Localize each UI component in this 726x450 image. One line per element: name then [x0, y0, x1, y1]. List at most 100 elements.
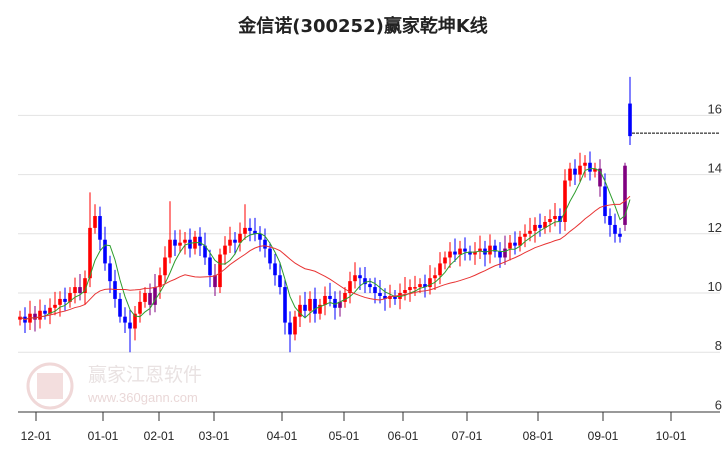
candle [523, 224, 527, 248]
candle-body [273, 263, 277, 276]
candle [308, 291, 312, 323]
x-tick-label: 07-01 [452, 429, 483, 443]
candle-body [623, 165, 627, 225]
candle [593, 162, 597, 178]
y-tick-label: 6 [715, 397, 722, 412]
candle-body [118, 298, 122, 317]
candle-body [503, 248, 507, 258]
candle-body [143, 293, 147, 302]
candle [153, 274, 157, 313]
candle-body [128, 322, 132, 329]
candle [388, 284, 392, 308]
candle-body [148, 293, 152, 305]
candle-body [108, 263, 112, 282]
candle-body [188, 239, 192, 249]
candle [343, 287, 347, 308]
candle [333, 291, 337, 320]
candle [263, 228, 267, 258]
candle-body [368, 284, 372, 288]
candle-body [548, 219, 552, 222]
candle [123, 307, 127, 333]
candle-body [43, 310, 47, 314]
candle [543, 216, 547, 234]
candle [503, 235, 507, 265]
candle [628, 76, 632, 145]
candle [473, 242, 477, 265]
candle-body [73, 287, 77, 293]
candle [83, 270, 87, 305]
candle [573, 159, 577, 185]
candle [198, 227, 202, 256]
candle-body [408, 287, 412, 291]
candle [203, 232, 207, 265]
candle-body [63, 298, 67, 302]
candle-body [563, 180, 567, 222]
candle [528, 217, 532, 242]
candle [508, 234, 512, 261]
candle [568, 162, 572, 187]
candle-body [508, 242, 512, 249]
candle [178, 229, 182, 254]
candle-body [458, 248, 462, 255]
candle [493, 239, 497, 258]
x-tick-label: 09-01 [588, 429, 619, 443]
x-tick-label: 08-01 [523, 429, 554, 443]
candle [133, 306, 137, 341]
candle-body [158, 275, 162, 288]
candle-body [378, 293, 382, 296]
seal-ring [26, 362, 74, 410]
candle [253, 217, 257, 242]
candle [293, 310, 297, 341]
candle [548, 209, 552, 233]
candle [583, 155, 587, 178]
candle-body [478, 248, 482, 252]
candle-body [208, 257, 212, 276]
candle-body [583, 162, 587, 166]
watermark-brand: 赢家江恩软件 [88, 364, 203, 386]
y-tick-label: 14 [708, 161, 722, 176]
candle-body [328, 295, 332, 299]
candle-body [568, 168, 572, 181]
candle [578, 152, 582, 182]
candle-body [48, 307, 52, 314]
candle [488, 234, 492, 264]
candle-body [388, 295, 392, 299]
candle-body [303, 304, 307, 311]
candle [238, 222, 242, 252]
candle-body [603, 186, 607, 217]
candle-body [38, 310, 42, 320]
candle [353, 262, 357, 289]
candle-body [263, 239, 267, 249]
candle [163, 246, 167, 285]
candle-body [243, 227, 247, 234]
candle-body [318, 304, 322, 314]
candle [78, 274, 82, 301]
candle-body [528, 230, 532, 234]
candle [278, 262, 282, 295]
candle [63, 287, 67, 311]
candle [318, 298, 322, 320]
candle-body [338, 301, 342, 308]
candle [348, 271, 352, 304]
x-tick-label: 10-01 [656, 429, 687, 443]
candle [468, 245, 472, 261]
candle-body [363, 278, 367, 285]
candle-body [473, 251, 477, 255]
candle [608, 208, 612, 237]
candle-body [398, 293, 402, 299]
candle [88, 192, 92, 288]
candle-body [83, 278, 87, 293]
candle-body [228, 239, 232, 246]
candle-body [153, 287, 157, 305]
candle [408, 279, 412, 302]
candle [258, 226, 262, 252]
candle [423, 274, 427, 298]
candle-body [98, 216, 102, 240]
candle-body [483, 248, 487, 255]
y-tick-label: 10 [708, 279, 722, 294]
candle-body [348, 281, 352, 293]
candle-body [198, 236, 202, 246]
candle-body [333, 298, 337, 308]
candle [313, 287, 317, 323]
candle-body [283, 287, 287, 323]
